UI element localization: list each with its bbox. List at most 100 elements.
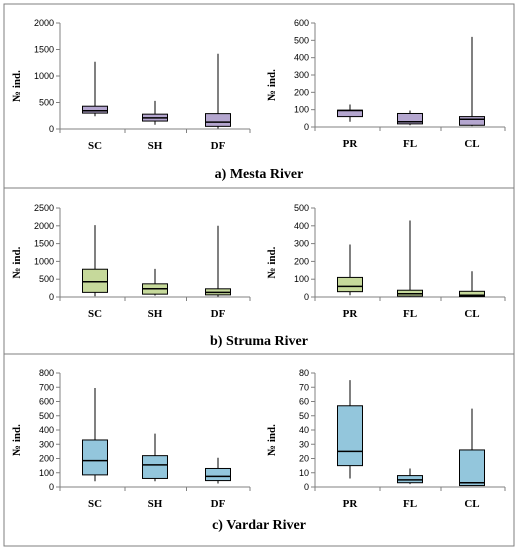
category-label: FL (403, 138, 417, 150)
boxplot-chart: 0 100 200 300 400 500 600 700 800 № ind. SC SH DF (11, 368, 251, 510)
box-sc (82, 387, 108, 482)
box-fl (397, 468, 423, 485)
category-label: SC (88, 308, 102, 320)
y-tick-label: 300 (294, 239, 309, 249)
y-tick-label: 2000 (34, 221, 54, 231)
boxplot-chart: 0 100 200 300 400 500 № ind. PR FL CL (266, 203, 506, 320)
y-tick-label: 50 (299, 411, 309, 421)
y-tick-label: 300 (294, 70, 309, 80)
category-label: PR (343, 138, 359, 150)
box-fl (397, 110, 423, 126)
y-axis-label: № ind. (11, 246, 23, 278)
boxplot-chart: 0 500 1000 1500 2000 № ind. SC SH DF (11, 18, 251, 152)
y-axis-label: № ind. (11, 70, 23, 102)
box-df (205, 225, 231, 297)
panel-caption: b) Struma River (210, 334, 308, 349)
category-label: SC (88, 140, 102, 152)
box-body (82, 439, 108, 476)
panel-frame (3, 353, 515, 547)
y-tick-label: 0 (304, 122, 309, 132)
y-tick-label: 30 (299, 439, 309, 449)
y-tick-label: 80 (299, 368, 309, 378)
y-tick-label: 500 (294, 203, 309, 213)
box-pr (337, 244, 363, 296)
box-sc (82, 225, 108, 297)
y-axis-label: № ind. (11, 424, 23, 456)
y-axis-label: № ind. (266, 424, 278, 456)
box-body (142, 455, 168, 479)
y-tick-label: 0 (49, 292, 54, 302)
y-tick-label: 60 (299, 397, 309, 407)
box-cl (459, 408, 485, 487)
y-tick-label: 400 (39, 425, 54, 435)
box-body (82, 105, 108, 114)
box-body (337, 405, 363, 467)
box-body (397, 112, 423, 125)
boxplot-chart: 0 10 20 30 40 50 60 70 80 № ind. PR FL CL (266, 368, 506, 510)
box-cl (459, 271, 485, 297)
category-label: CL (464, 498, 479, 510)
box-cl (459, 36, 485, 127)
box-pr (337, 380, 363, 479)
box-body (205, 467, 231, 482)
y-tick-label: 400 (294, 221, 309, 231)
y-tick-label: 300 (39, 439, 54, 449)
y-tick-label: 2000 (34, 18, 54, 28)
box-df (205, 457, 231, 484)
y-tick-label: 10 (299, 468, 309, 478)
category-label: PR (343, 308, 359, 320)
y-axis-label: № ind. (266, 69, 278, 101)
category-label: CL (464, 138, 479, 150)
box-body (205, 113, 231, 127)
y-tick-label: 0 (49, 482, 54, 492)
box-body (82, 268, 108, 293)
y-tick-label: 70 (299, 382, 309, 392)
panel-a: 0 500 1000 1500 2000 № ind. SC SH DF 0 100 200 300 40… (3, 3, 515, 189)
y-tick-label: 500 (294, 35, 309, 45)
panel-c: 0 100 200 300 400 500 600 700 800 № ind. SC SH DF 0 10… (3, 353, 515, 547)
box-sh (142, 100, 168, 125)
box-body (459, 449, 485, 487)
y-tick-label: 500 (39, 274, 54, 284)
y-tick-label: 20 (299, 454, 309, 464)
y-tick-label: 100 (294, 274, 309, 284)
category-label: DF (211, 308, 226, 320)
y-tick-label: 600 (39, 397, 54, 407)
boxplot-chart: 0 100 200 300 400 500 600 № ind. PR FL CL (266, 18, 506, 150)
y-tick-label: 400 (294, 53, 309, 63)
category-label: SH (148, 498, 163, 510)
category-label: FL (403, 308, 417, 320)
y-tick-label: 200 (39, 454, 54, 464)
category-label: CL (464, 308, 479, 320)
panel-frame (3, 3, 515, 189)
boxplot-chart: 0 500 1000 1500 2000 2500 № ind. SC SH DF (11, 203, 251, 320)
y-tick-label: 100 (39, 468, 54, 478)
category-label: SH (148, 140, 163, 152)
box-sh (142, 433, 168, 482)
category-label: PR (343, 498, 359, 510)
y-tick-label: 700 (39, 382, 54, 392)
box-df (205, 53, 231, 129)
panel-caption: a) Mesta River (215, 167, 304, 182)
box-body (337, 276, 363, 293)
category-label: FL (403, 498, 417, 510)
box-body (459, 290, 485, 297)
y-tick-label: 0 (304, 292, 309, 302)
box-fl (397, 220, 423, 297)
box-body (459, 116, 485, 126)
y-tick-label: 200 (294, 87, 309, 97)
y-tick-label: 1000 (34, 256, 54, 266)
y-axis-label: № ind. (266, 246, 278, 278)
y-tick-label: 1000 (34, 71, 54, 81)
category-label: SH (148, 308, 163, 320)
y-tick-label: 40 (299, 425, 309, 435)
box-sc (82, 61, 108, 117)
panel-frame (3, 187, 515, 355)
y-tick-label: 0 (304, 482, 309, 492)
category-label: DF (211, 140, 226, 152)
y-tick-label: 800 (39, 368, 54, 378)
box-sh (142, 268, 168, 296)
y-tick-label: 1500 (34, 45, 54, 55)
y-tick-label: 100 (294, 105, 309, 115)
panel-b: 0 500 1000 1500 2000 2500 № ind. SC SH DF 0 100 200 3… (3, 187, 515, 355)
